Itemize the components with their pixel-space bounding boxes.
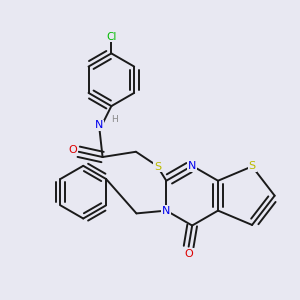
Text: O: O: [68, 146, 77, 155]
Text: Cl: Cl: [106, 32, 116, 41]
Text: H: H: [112, 115, 118, 124]
Text: S: S: [154, 161, 161, 172]
Text: O: O: [184, 249, 193, 259]
Text: N: N: [162, 206, 170, 216]
Text: N: N: [188, 161, 196, 171]
Text: N: N: [95, 120, 103, 130]
Text: S: S: [248, 161, 256, 171]
